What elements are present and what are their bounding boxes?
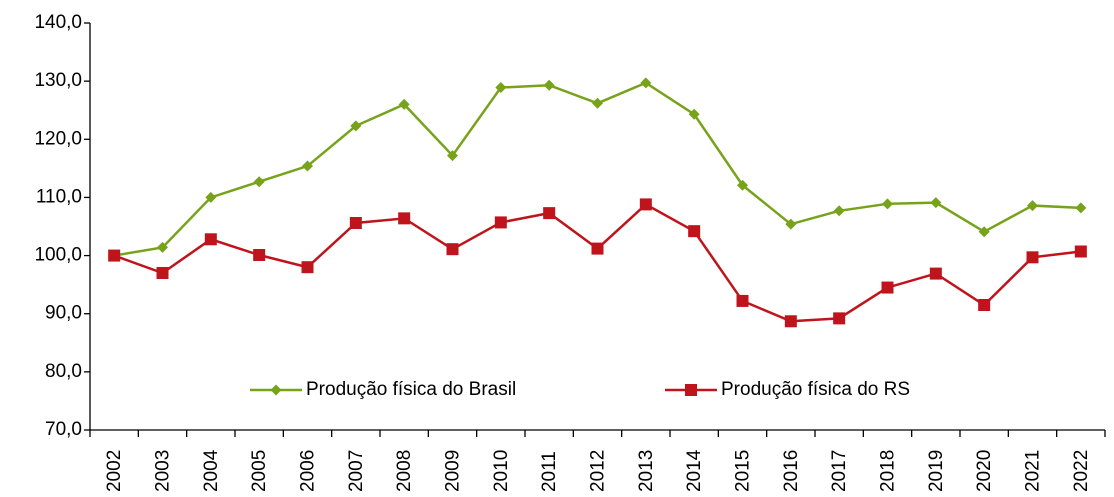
point [398, 98, 410, 110]
point [833, 205, 845, 217]
x-tick-label: 2018 [878, 450, 899, 492]
point [978, 226, 990, 238]
series-line [113, 81, 1081, 257]
point [494, 216, 507, 229]
point [591, 242, 604, 255]
point [688, 225, 701, 238]
point [495, 82, 507, 94]
series-line [113, 202, 1081, 323]
y-tick-label: 90,0 [45, 303, 82, 324]
point [1075, 202, 1087, 214]
x-tick-label: 2015 [733, 450, 754, 492]
x-tick-label: 2021 [1023, 450, 1044, 492]
y-tick-label: 100,0 [34, 245, 82, 266]
point [640, 77, 652, 89]
point [930, 197, 942, 209]
point [543, 207, 556, 220]
legend-label: Produção física do Brasil [306, 379, 516, 400]
point [929, 267, 942, 280]
y-tick-label: 140,0 [34, 12, 82, 33]
point [685, 384, 697, 396]
point [447, 150, 458, 162]
point [1074, 245, 1087, 258]
point [253, 176, 265, 188]
point [157, 241, 168, 253]
x-tick-label: 2014 [684, 449, 705, 492]
point [253, 248, 266, 261]
x-tick-label: 2006 [298, 450, 319, 492]
point [543, 79, 555, 91]
x-tick-label: 2009 [443, 450, 464, 492]
point [302, 160, 313, 172]
x-tick-label: 2002 [104, 450, 125, 492]
point [736, 294, 749, 307]
point [350, 120, 362, 132]
x-tick-label: 2004 [201, 449, 222, 492]
point [349, 217, 362, 230]
x-tick-label: 2016 [781, 450, 802, 492]
x-tick-label: 2020 [974, 450, 995, 492]
x-tick-label: 2012 [588, 450, 609, 492]
point [833, 312, 846, 325]
point [881, 281, 894, 294]
y-tick-label: 110,0 [36, 186, 82, 207]
y-tick-label: 70,0 [45, 419, 82, 440]
point [592, 97, 603, 109]
point [639, 198, 652, 211]
x-tick-label: 2007 [346, 450, 367, 492]
y-tick-label: 130,0 [34, 70, 82, 91]
y-tick-label: 120,0 [34, 128, 82, 149]
point [446, 243, 459, 256]
x-tick-label: 2011 [539, 451, 560, 492]
x-tick-label: 2005 [249, 450, 270, 492]
point [205, 191, 217, 203]
point [398, 212, 411, 225]
x-tick-label: 2013 [636, 450, 657, 492]
x-tick-label: 2008 [394, 450, 415, 492]
point [301, 261, 314, 274]
x-tick-label: 2017 [829, 450, 850, 492]
x-tick-label: 2022 [1071, 450, 1092, 492]
point [1027, 200, 1038, 212]
point [978, 298, 991, 311]
point [688, 108, 700, 120]
point [156, 267, 169, 280]
point [270, 384, 282, 396]
legend-label: Produção física do RS [721, 379, 910, 400]
x-tick-label: 2003 [153, 450, 174, 492]
point [784, 315, 797, 328]
point [108, 249, 121, 262]
point [785, 218, 797, 230]
point [737, 179, 748, 191]
point [204, 233, 217, 246]
point [882, 198, 893, 210]
point [1026, 251, 1039, 264]
x-tick-label: 2010 [491, 450, 512, 492]
x-tick-label: 2019 [926, 450, 947, 492]
y-tick-label: 80,0 [45, 361, 82, 382]
